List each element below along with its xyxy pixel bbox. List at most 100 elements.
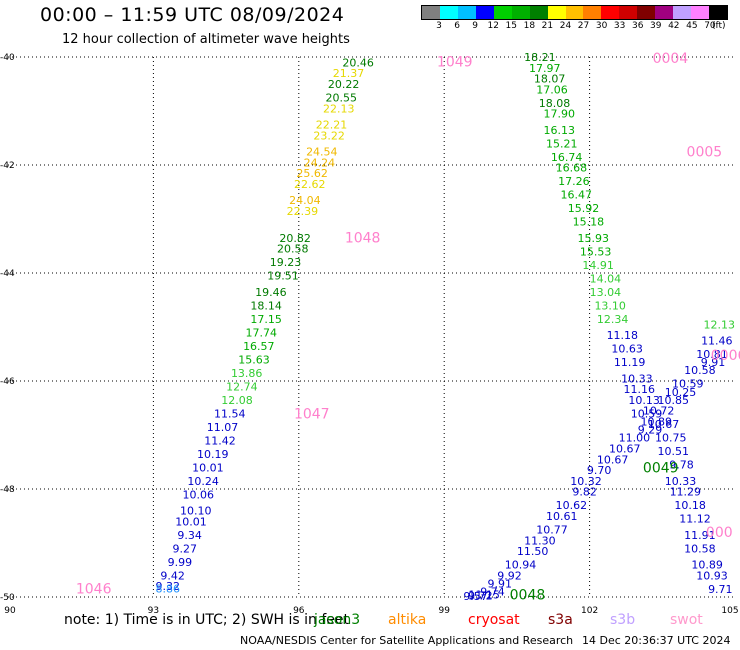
track-number-label: 0006 — [711, 348, 740, 364]
wave-height-value: 15.63 — [238, 353, 270, 366]
wave-height-value: 10.24 — [187, 475, 219, 488]
wave-height-value: 11.30 — [524, 534, 556, 547]
wave-height-value: 13.10 — [594, 299, 626, 312]
wave-height-value: 12.08 — [221, 394, 253, 407]
wave-height-value: 17.06 — [536, 83, 568, 96]
wave-height-value: 15.53 — [580, 245, 612, 258]
color-swatch — [655, 6, 674, 19]
wave-height-value: 22.39 — [287, 205, 319, 218]
color-scale-label: 18 — [523, 21, 536, 31]
color-swatch — [673, 6, 692, 19]
wave-height-value: 9.70 — [587, 464, 612, 477]
wave-height-value: 13.86 — [231, 367, 263, 380]
wave-height-value: 19.46 — [255, 286, 287, 299]
wave-height-value: 24.24 — [304, 156, 336, 169]
wave-height-value: 10.25 — [665, 386, 697, 399]
wave-height-value: 18.07 — [534, 73, 566, 86]
wave-height-value: 10.89 — [691, 559, 723, 572]
wave-height-value: 16.13 — [544, 124, 576, 137]
wave-height-value: 11.91 — [684, 529, 716, 542]
lon-label: 99 — [438, 606, 450, 616]
lon-label: 96 — [293, 606, 305, 616]
wave-height-value: 24.54 — [306, 146, 338, 159]
wave-height-value: 10.58 — [684, 542, 716, 555]
wave-height-value: 21.37 — [333, 67, 365, 80]
wave-height-value: 9.74 — [480, 586, 505, 599]
wave-height-value: 11.12 — [679, 513, 711, 526]
wave-height-value: 17.97 — [529, 62, 561, 75]
wave-height-value: 11.29 — [670, 486, 702, 499]
credit-timestamp: 14 Dec 20:36:37 UTC 2024 — [582, 634, 731, 647]
track-number-label: 1048 — [345, 230, 381, 246]
wave-height-value: 25.62 — [296, 167, 328, 180]
wave-height-value: 15.93 — [577, 232, 609, 245]
legend-s3b: s3b — [610, 612, 636, 628]
wave-height-value: 11.16 — [624, 383, 656, 396]
wave-height-value: 10.93 — [696, 569, 728, 582]
wave-height-value: 8.86 — [156, 582, 181, 595]
wave-height-value: 12.34 — [597, 313, 629, 326]
color-swatch — [547, 6, 566, 19]
wave-height-value: 9.27 — [173, 542, 198, 555]
wave-height-value: 23.22 — [313, 129, 345, 142]
track-number-label: 0004 — [653, 51, 689, 67]
wave-height-value: 10.18 — [674, 499, 706, 512]
color-scale-label: 12 — [487, 21, 499, 31]
wave-height-value: 10.06 — [182, 488, 214, 501]
wave-height-value: 18.21 — [524, 51, 556, 64]
color-scale-label: 33 — [613, 21, 626, 31]
wave-height-value: 16.57 — [243, 340, 275, 353]
wave-height-value: 15.21 — [546, 137, 578, 150]
wave-height-value: 17.26 — [558, 175, 590, 188]
wave-height-value: 10.32 — [570, 475, 602, 488]
credit-text: NOAA/NESDIS Center for Satellite Applica… — [240, 634, 574, 647]
wave-height-value: 10.67 — [609, 443, 641, 456]
track-number-label: 1049 — [437, 54, 473, 70]
lon-label: 93 — [148, 606, 159, 616]
wave-height-value: 9.72 — [468, 589, 493, 602]
wave-height-value: 17.90 — [544, 108, 576, 121]
wave-height-value: 10.13 — [628, 394, 660, 407]
wave-height-value: 9.91 — [488, 578, 513, 591]
wave-height-value: 10.58 — [684, 364, 716, 377]
color-scale-label: 9 — [472, 21, 479, 31]
wave-height-value: 20.46 — [342, 56, 374, 69]
wave-height-value: 22.21 — [316, 119, 348, 132]
wave-height-value: 10.61 — [546, 510, 578, 523]
wave-height-value: 10.89 — [640, 416, 672, 429]
color-scale-label: 27 — [577, 21, 590, 31]
wave-height-value: 10.19 — [197, 448, 229, 461]
wave-height-value: 11.19 — [614, 356, 646, 369]
lon-label: 102 — [581, 606, 598, 616]
wave-height-value: 11.18 — [607, 329, 639, 342]
wave-height-value: 10.51 — [657, 445, 689, 458]
lat-label: -48 — [0, 485, 15, 495]
wave-height-value: 18.14 — [250, 299, 282, 312]
wave-height-value: 10.94 — [505, 559, 537, 572]
wave-height-value: 9.57 — [463, 590, 488, 603]
wave-height-value: 16.74 — [551, 151, 583, 164]
wave-height-value: 22.13 — [323, 102, 355, 115]
color-swatch — [583, 6, 602, 19]
track-number-label: 000 — [706, 525, 733, 541]
wave-height-value: 10.59 — [631, 407, 663, 420]
wave-height-value: 9.42 — [160, 569, 185, 582]
color-swatch — [619, 6, 638, 19]
wave-height-value: 9.71 — [708, 583, 733, 596]
wave-height-value: 11.50 — [517, 545, 549, 558]
wave-height-value: 10.72 — [643, 405, 675, 418]
color-scale-label: 21 — [541, 21, 554, 31]
wave-height-value: 10.33 — [621, 372, 653, 385]
wave-height-value: 14.91 — [582, 259, 614, 272]
color-scale-label: 42 — [668, 21, 680, 31]
wave-height-value: 10.10 — [180, 505, 212, 518]
wave-height-value: 10.01 — [175, 515, 207, 528]
wave-height-value: 9.99 — [168, 556, 193, 569]
color-scale-label: 30 — [595, 21, 608, 31]
track-number-label: 0049 — [643, 460, 679, 476]
wave-height-value: 12.74 — [226, 380, 258, 393]
axis-labels: 90 93 96 99 102 105 -40 -42 -44 -46 -48 -50 — [0, 53, 739, 616]
